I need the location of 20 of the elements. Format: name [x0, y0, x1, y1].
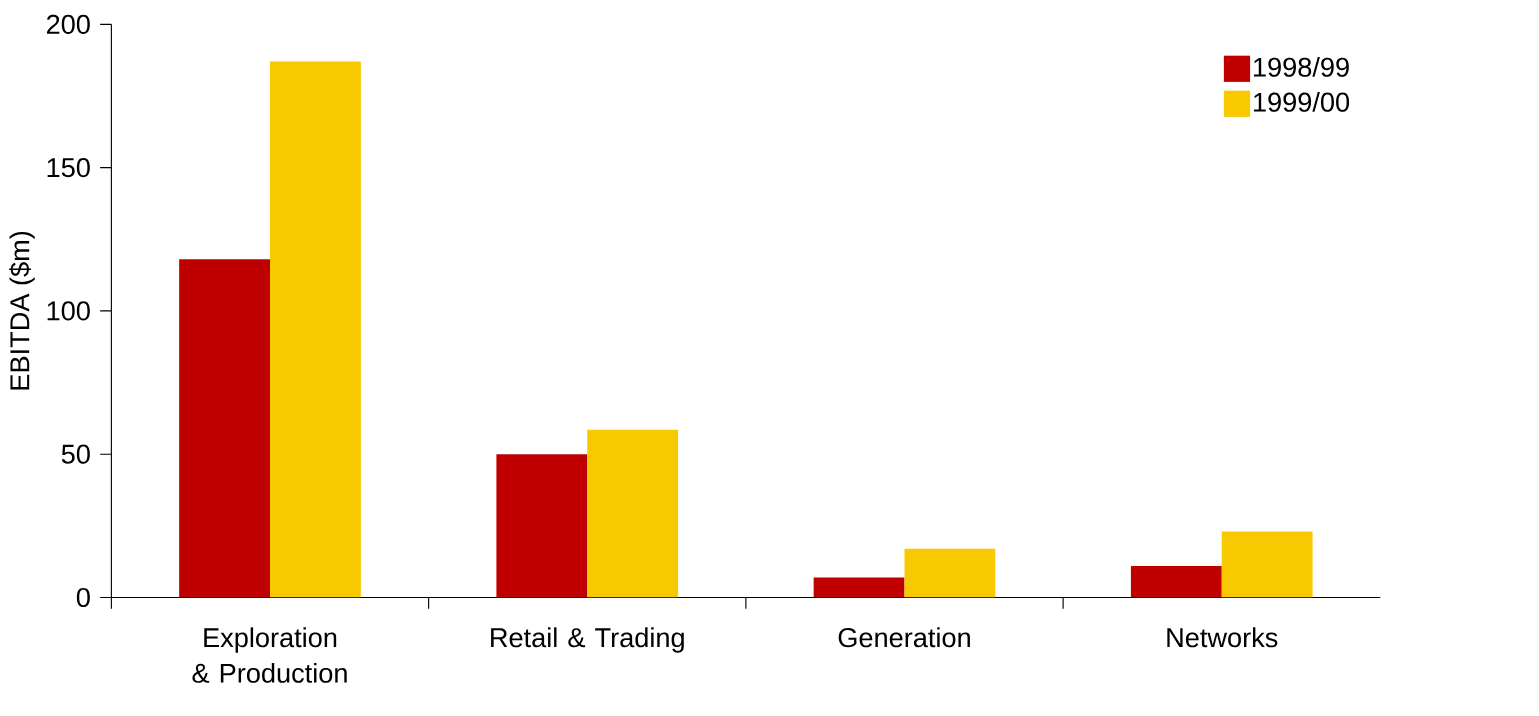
x-tick-label: Networks	[1167, 627, 1278, 648]
bar	[1130, 566, 1222, 598]
x-tick-label: Exploration & Production	[192, 627, 347, 684]
legend-label: 1999/00	[1254, 92, 1350, 113]
legend-label: 1998/99	[1254, 57, 1349, 78]
y-tick-label: 0	[76, 588, 90, 608]
y-tick-label: 150	[47, 158, 90, 178]
bar	[587, 430, 679, 598]
x-tick-label: Retail & Trading	[491, 627, 684, 653]
bar	[179, 259, 271, 598]
x-tick-label: Generation	[838, 627, 970, 648]
bar	[270, 61, 361, 598]
bar	[904, 549, 996, 598]
bar	[813, 577, 905, 598]
y-axis-title: EBITDA ($m)	[9, 232, 35, 390]
bar	[496, 454, 588, 598]
y-tick-label: 100	[47, 301, 90, 321]
y-tick-label: 50	[61, 444, 90, 465]
bar	[1221, 531, 1313, 598]
y-tick-label: 200	[46, 14, 90, 35]
